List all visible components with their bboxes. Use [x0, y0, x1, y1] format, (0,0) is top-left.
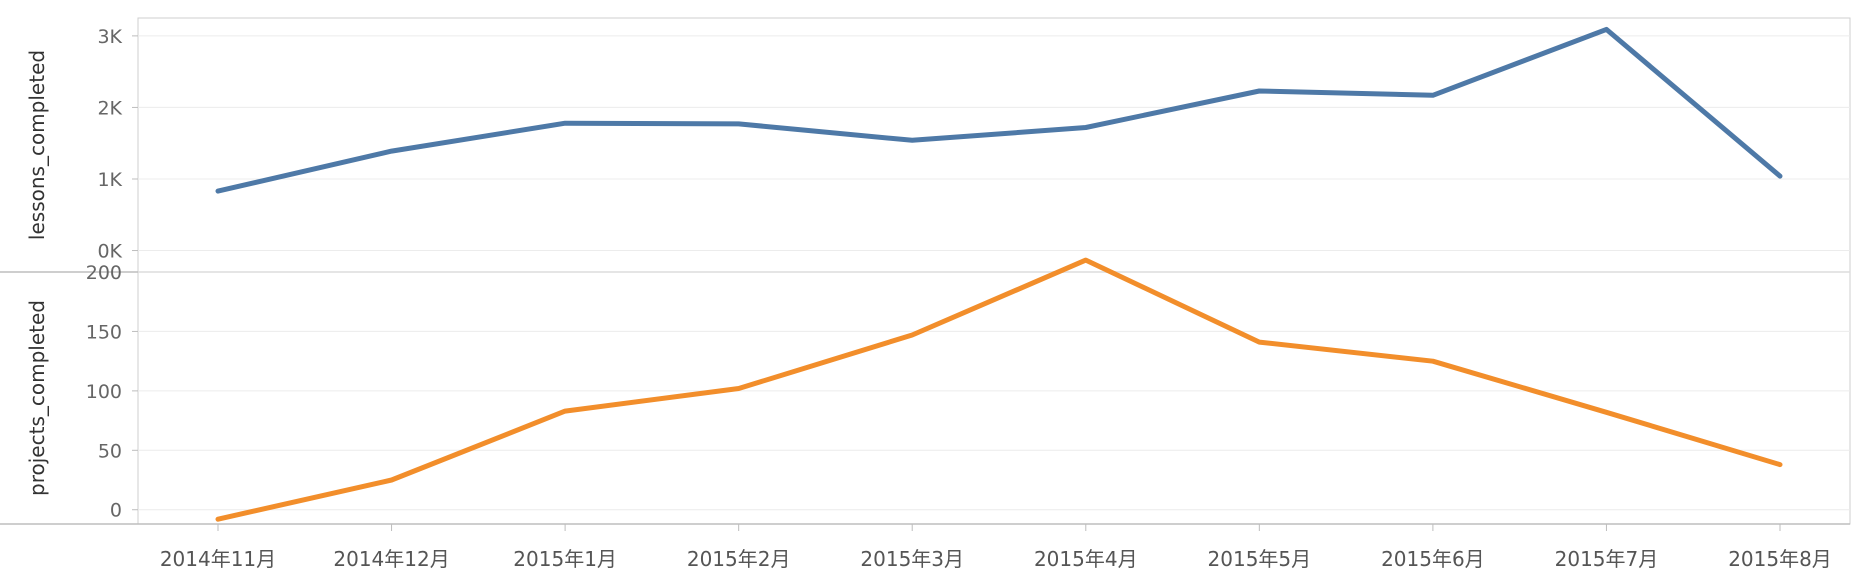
x-tick-label: 2014年11月: [160, 547, 276, 571]
x-tick-label: 2014年12月: [333, 547, 449, 571]
y-tick-label: 50: [98, 440, 122, 462]
y-axis-label: projects_completed: [25, 300, 49, 496]
gridlines: [132, 35, 1850, 511]
x-tick-label: 2015年7月: [1555, 547, 1659, 571]
y-tick-label: 3K: [97, 26, 122, 48]
y-tick-labels: 0K 1K 2K 3K 0 50 100 150 200: [86, 26, 123, 522]
y-tick-label: 150: [86, 321, 122, 343]
y-tick-label: 0K: [97, 241, 122, 263]
plot-frame: [137, 17, 1851, 525]
series-lines: [215, 26, 1783, 522]
x-tick-label: 2015年2月: [687, 547, 791, 571]
x-tick-label: 2015年8月: [1728, 547, 1832, 571]
x-tick-labels: 2014年11月 2014年12月 2015年1月 2015年2月 2015年3月 201…: [160, 524, 1832, 571]
y-tick-label: 2K: [97, 97, 122, 119]
y-axis-label: lessons_completed: [25, 50, 49, 240]
x-tick-label: 2015年4月: [1034, 547, 1138, 571]
x-tick-label: 2015年3月: [860, 547, 964, 571]
panel-frames: [0, 17, 1851, 525]
x-tick-label: 2015年1月: [513, 547, 617, 571]
y-tick-label: 0: [110, 500, 122, 522]
y-tick-label: 1K: [97, 169, 122, 191]
series-line-projects_completed: [215, 257, 1783, 522]
series-line-lessons_completed: [215, 26, 1783, 194]
y-tick-label: 100: [86, 381, 122, 403]
x-tick-label: 2015年6月: [1381, 547, 1485, 571]
y-tick-label: 200: [86, 262, 122, 284]
y-axis-labels: lessons_completed projects_completed: [25, 50, 49, 496]
x-tick-label: 2015年5月: [1208, 547, 1312, 571]
